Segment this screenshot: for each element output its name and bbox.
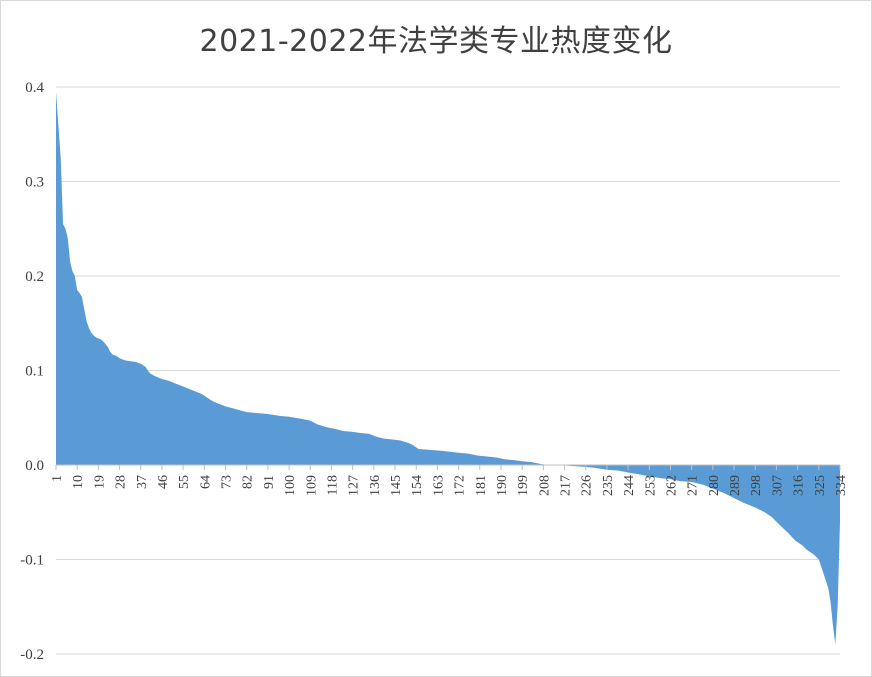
x-tick-label: 145 (389, 475, 404, 496)
x-tick-label: 253 (643, 475, 658, 496)
x-tick-label: 208 (537, 475, 552, 496)
x-tick-label: 271 (686, 475, 701, 496)
y-tick-label: 0.2 (25, 269, 44, 285)
gridlines (56, 86, 840, 655)
y-tick-label: 0.3 (25, 175, 44, 191)
x-tick-label: 46 (156, 475, 171, 489)
x-tick-label: 181 (474, 475, 489, 496)
x-tick-label: 244 (622, 475, 637, 496)
x-tick-label: 19 (92, 475, 107, 489)
x-tick-label: 199 (516, 475, 531, 496)
x-tick-label: 100 (283, 475, 298, 496)
x-tick-label: 37 (135, 475, 150, 489)
chart-title: 2021-2022年法学类专业热度变化 (199, 24, 673, 59)
x-tick-label: 226 (580, 475, 595, 496)
y-tick-label: 0.1 (25, 364, 44, 380)
x-tick-label: 262 (664, 475, 679, 496)
x-tick-label: 109 (304, 475, 319, 496)
x-tick-label: 163 (431, 475, 446, 496)
x-tick-label: 82 (241, 475, 256, 489)
x-tick-label: 298 (749, 475, 764, 496)
x-tick-label: 64 (198, 475, 213, 489)
x-tick-label: 334 (834, 475, 849, 496)
x-tick-label: 28 (114, 475, 129, 489)
x-tick-label: 217 (559, 475, 574, 496)
x-tick-label: 235 (601, 475, 616, 496)
area-series (56, 91, 840, 645)
y-tick-label: -0.1 (20, 553, 44, 569)
x-tick-label: 91 (262, 475, 277, 489)
x-tick-label: 55 (177, 475, 192, 489)
x-tick-labels: 1 10 19 28 37 46 55 64 73 82 91 100 109 118 127 136 145 1… (50, 475, 849, 496)
x-tick-label: 118 (325, 475, 340, 495)
y-tick-label: 0.0 (25, 458, 44, 474)
y-tick-label: -0.2 (20, 647, 44, 663)
x-tick-label: 1 (50, 475, 65, 482)
x-tick-label: 73 (220, 475, 235, 489)
x-tick-label: 172 (453, 475, 468, 496)
x-tick-label: 307 (770, 475, 785, 496)
series-area (56, 91, 840, 645)
x-tick-label: 154 (410, 475, 425, 496)
x-tick-label: 316 (792, 475, 807, 496)
x-tick-label: 127 (347, 475, 362, 496)
axes (55, 464, 841, 470)
x-tick-label: 136 (368, 475, 383, 496)
x-tick-label: 289 (728, 475, 743, 496)
y-tick-label: 0.4 (25, 80, 44, 96)
x-tick-label: 280 (707, 475, 722, 496)
x-tick-label: 10 (71, 475, 86, 489)
x-tick-label: 325 (813, 475, 828, 496)
x-tick-label: 190 (495, 475, 510, 496)
y-tick-labels: 0.4 0.3 0.2 0.1 0.0 -0.1 -0.2 (20, 80, 44, 663)
